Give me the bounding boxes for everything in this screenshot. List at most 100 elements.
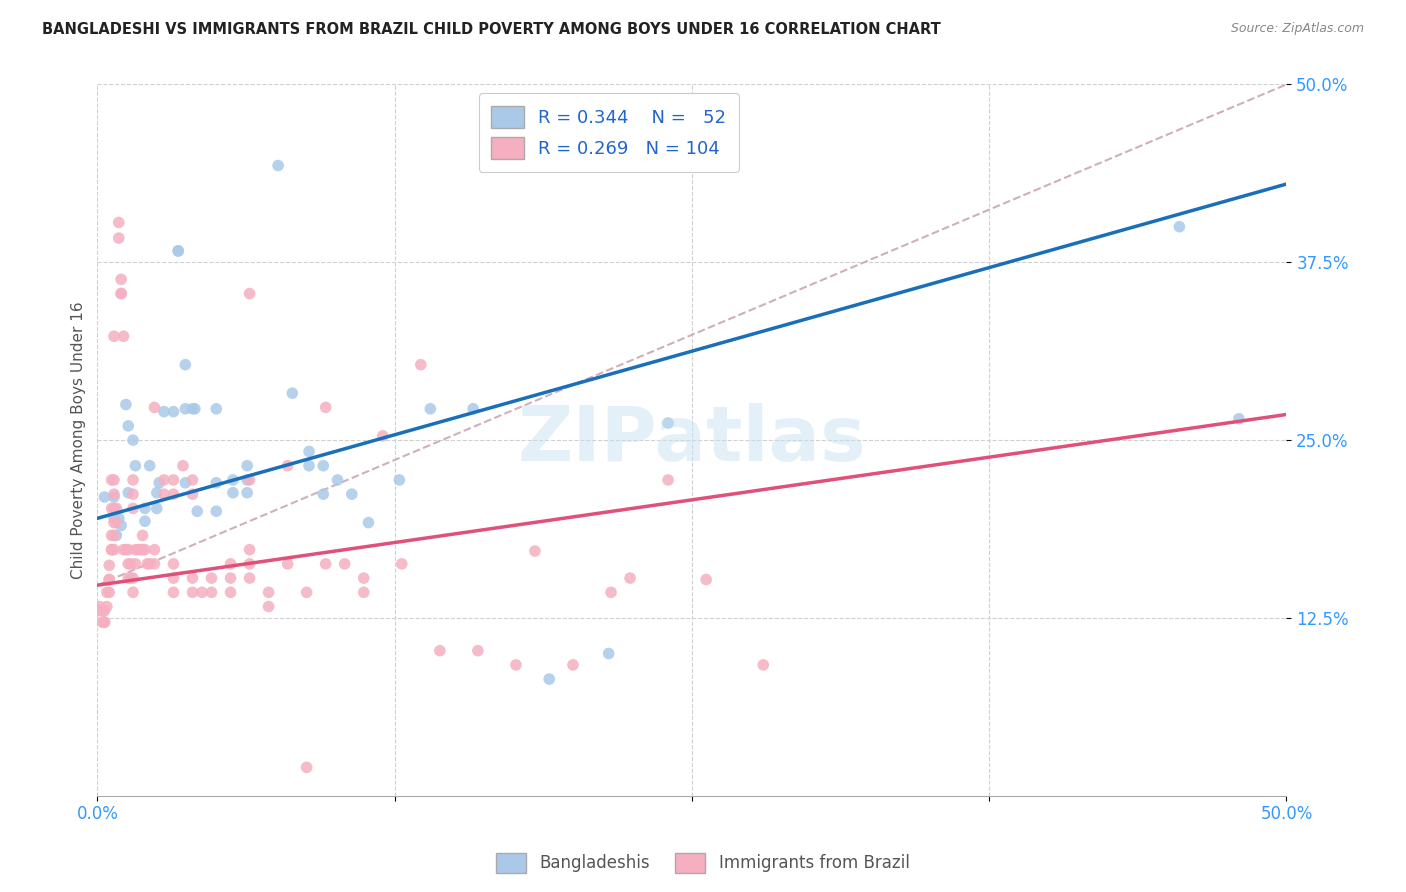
- Point: [391, 557, 413, 571]
- Point: [129, 542, 152, 557]
- Point: [100, 542, 122, 557]
- Point: [205, 401, 228, 416]
- Y-axis label: Child Poverty Among Boys Under 16: Child Poverty Among Boys Under 16: [72, 301, 86, 579]
- Point: [112, 542, 135, 557]
- Point: [120, 557, 142, 571]
- Point: [562, 657, 585, 672]
- Point: [115, 398, 138, 412]
- Point: [124, 557, 146, 571]
- Point: [353, 585, 375, 599]
- Point: [122, 585, 145, 599]
- Point: [110, 286, 132, 301]
- Point: [138, 458, 160, 473]
- Point: [103, 487, 125, 501]
- Point: [100, 542, 122, 557]
- Point: [371, 429, 394, 443]
- Point: [186, 504, 208, 518]
- Point: [538, 672, 561, 686]
- Point: [143, 542, 166, 557]
- Point: [281, 386, 304, 401]
- Point: [107, 215, 129, 229]
- Point: [257, 599, 280, 614]
- Point: [312, 487, 335, 501]
- Point: [96, 599, 118, 614]
- Point: [131, 542, 153, 557]
- Point: [238, 542, 260, 557]
- Point: [162, 473, 184, 487]
- Point: [205, 475, 228, 490]
- Point: [89, 599, 111, 614]
- Point: [98, 585, 121, 599]
- Point: [124, 458, 146, 473]
- Point: [105, 528, 128, 542]
- Point: [333, 557, 356, 571]
- Point: [103, 501, 125, 516]
- Point: [277, 458, 299, 473]
- Point: [257, 585, 280, 599]
- Legend: Bangladeshis, Immigrants from Brazil: Bangladeshis, Immigrants from Brazil: [489, 847, 917, 880]
- Text: Source: ZipAtlas.com: Source: ZipAtlas.com: [1230, 22, 1364, 36]
- Point: [409, 358, 432, 372]
- Point: [523, 544, 546, 558]
- Text: BANGLADESHI VS IMMIGRANTS FROM BRAZIL CHILD POVERTY AMONG BOYS UNDER 16 CORRELAT: BANGLADESHI VS IMMIGRANTS FROM BRAZIL CH…: [42, 22, 941, 37]
- Point: [134, 514, 156, 528]
- Text: ZIPatlas: ZIPatlas: [517, 403, 866, 477]
- Point: [112, 329, 135, 343]
- Point: [505, 657, 527, 672]
- Point: [131, 528, 153, 542]
- Point: [467, 643, 489, 657]
- Point: [222, 485, 245, 500]
- Point: [105, 516, 128, 530]
- Point: [98, 573, 121, 587]
- Point: [172, 458, 194, 473]
- Point: [167, 244, 190, 258]
- Point: [236, 485, 259, 500]
- Point: [298, 458, 321, 473]
- Point: [117, 557, 139, 571]
- Point: [103, 511, 125, 525]
- Point: [93, 490, 115, 504]
- Point: [122, 433, 145, 447]
- Point: [100, 528, 122, 542]
- Point: [340, 487, 363, 501]
- Point: [134, 501, 156, 516]
- Point: [93, 604, 115, 618]
- Point: [277, 557, 299, 571]
- Point: [143, 557, 166, 571]
- Point: [117, 485, 139, 500]
- Point: [295, 760, 318, 774]
- Point: [103, 490, 125, 504]
- Point: [191, 585, 214, 599]
- Point: [153, 473, 176, 487]
- Point: [238, 557, 260, 571]
- Point: [162, 487, 184, 501]
- Point: [103, 329, 125, 343]
- Point: [122, 571, 145, 585]
- Point: [110, 518, 132, 533]
- Point: [181, 571, 204, 585]
- Point: [120, 571, 142, 585]
- Point: [219, 557, 242, 571]
- Point: [117, 542, 139, 557]
- Legend: R = 0.344    N =   52, R = 0.269   N = 104: R = 0.344 N = 52, R = 0.269 N = 104: [478, 94, 738, 172]
- Point: [238, 286, 260, 301]
- Point: [326, 473, 349, 487]
- Point: [136, 557, 159, 571]
- Point: [122, 473, 145, 487]
- Point: [174, 401, 197, 416]
- Point: [153, 404, 176, 418]
- Point: [115, 542, 138, 557]
- Point: [174, 475, 197, 490]
- Point: [91, 604, 114, 618]
- Point: [105, 501, 128, 516]
- Point: [219, 571, 242, 585]
- Point: [312, 458, 335, 473]
- Point: [184, 401, 207, 416]
- Point: [353, 571, 375, 585]
- Point: [219, 585, 242, 599]
- Point: [91, 615, 114, 630]
- Point: [93, 615, 115, 630]
- Point: [93, 615, 115, 630]
- Point: [357, 516, 380, 530]
- Point: [146, 501, 169, 516]
